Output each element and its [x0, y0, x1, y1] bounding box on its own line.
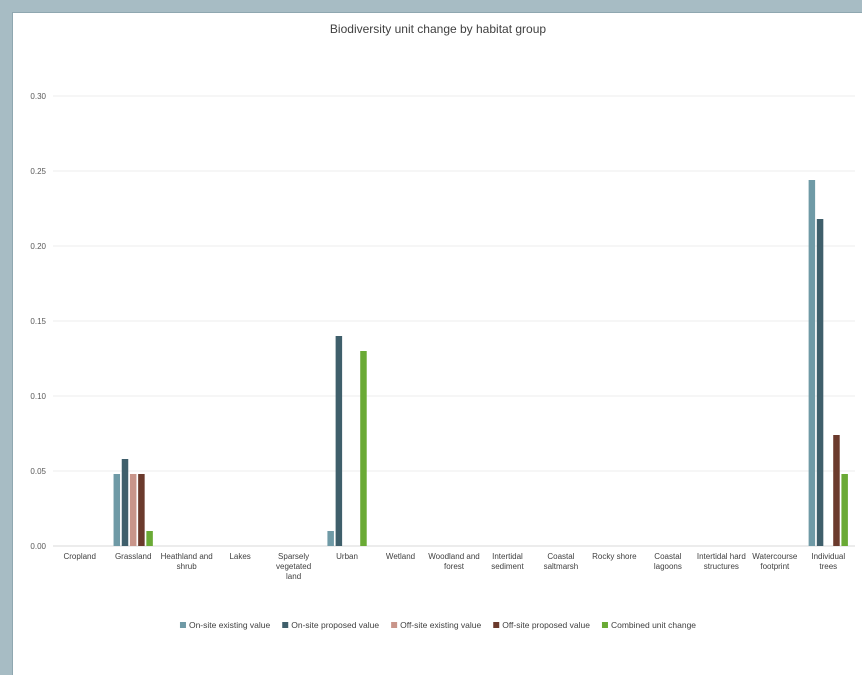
x-tick-label: shrub — [177, 562, 198, 571]
x-tick-label: sediment — [491, 562, 524, 571]
bars — [113, 180, 848, 546]
x-tick-label: footprint — [760, 562, 790, 571]
bar — [129, 474, 137, 546]
x-tick-label: saltmarsh — [544, 562, 579, 571]
bar — [121, 459, 129, 546]
x-tick-label: Heathland and — [161, 552, 213, 561]
bar — [808, 180, 816, 546]
legend-swatch — [391, 622, 398, 628]
x-tick-label: Lakes — [229, 552, 250, 561]
y-tick-label: 0.10 — [30, 392, 46, 401]
bar — [138, 474, 145, 546]
legend-label: Off-site existing value — [400, 620, 481, 630]
x-tick-label: Coastal — [547, 552, 574, 561]
bar — [335, 336, 343, 546]
x-tick-label: lagoons — [654, 562, 682, 571]
legend-label: Combined unit change — [611, 620, 696, 630]
x-tick-label: Wetland — [386, 552, 415, 561]
x-tick-label: land — [286, 572, 301, 581]
y-axis-ticks: 0.00 0.05 0.10 0.15 0.20 0.25 0.30 — [30, 92, 46, 551]
bar-chart: 0.00 0.05 0.10 0.15 0.20 0.25 0.30 Cropland Gra… — [30, 92, 855, 630]
x-tick-label: Grassland — [115, 552, 151, 561]
x-tick-label: structures — [704, 562, 739, 571]
y-tick-label: 0.30 — [30, 92, 46, 101]
x-tick-label: Coastal — [654, 552, 681, 561]
bar — [816, 219, 824, 546]
legend-label: On-site proposed value — [291, 620, 379, 630]
legend-swatch — [282, 622, 289, 628]
x-tick-label: Individual — [811, 552, 845, 561]
legend-swatch — [601, 622, 608, 628]
y-tick-label: 0.15 — [30, 317, 46, 326]
legend: On-site existing value On-site proposed v… — [179, 620, 696, 630]
bar — [841, 474, 848, 546]
bar — [833, 435, 840, 546]
y-tick-label: 0.20 — [30, 242, 46, 251]
chart-frame: Biodiversity unit change by habitat grou… — [12, 12, 862, 675]
y-tick-label: 0.05 — [30, 467, 46, 476]
x-tick-label: Woodland and — [428, 552, 479, 561]
x-tick-label: Urban — [336, 552, 358, 561]
legend-label: Off-site proposed value — [502, 620, 590, 630]
x-tick-label: forest — [444, 562, 465, 571]
y-tick-label: 0.00 — [30, 542, 46, 551]
x-tick-label: Intertidal hard — [697, 552, 746, 561]
legend-swatch — [179, 622, 186, 628]
bar — [146, 531, 153, 546]
x-tick-label: Cropland — [63, 552, 95, 561]
x-tick-label: trees — [819, 562, 837, 571]
x-tick-label: Intertidal — [492, 552, 523, 561]
legend-swatch — [493, 622, 500, 628]
legend-label: On-site existing value — [189, 620, 271, 630]
x-tick-label: vegetated — [276, 562, 311, 571]
bar — [113, 474, 121, 546]
x-tick-label: Watercourse — [752, 552, 798, 561]
chart-title: Biodiversity unit change by habitat grou… — [329, 22, 547, 36]
bar — [327, 531, 334, 546]
gridlines — [53, 95, 855, 547]
y-tick-label: 0.25 — [30, 167, 46, 176]
bar — [360, 351, 367, 546]
x-tick-label: Sparsely — [278, 552, 309, 561]
x-tick-label: Rocky shore — [592, 552, 637, 561]
